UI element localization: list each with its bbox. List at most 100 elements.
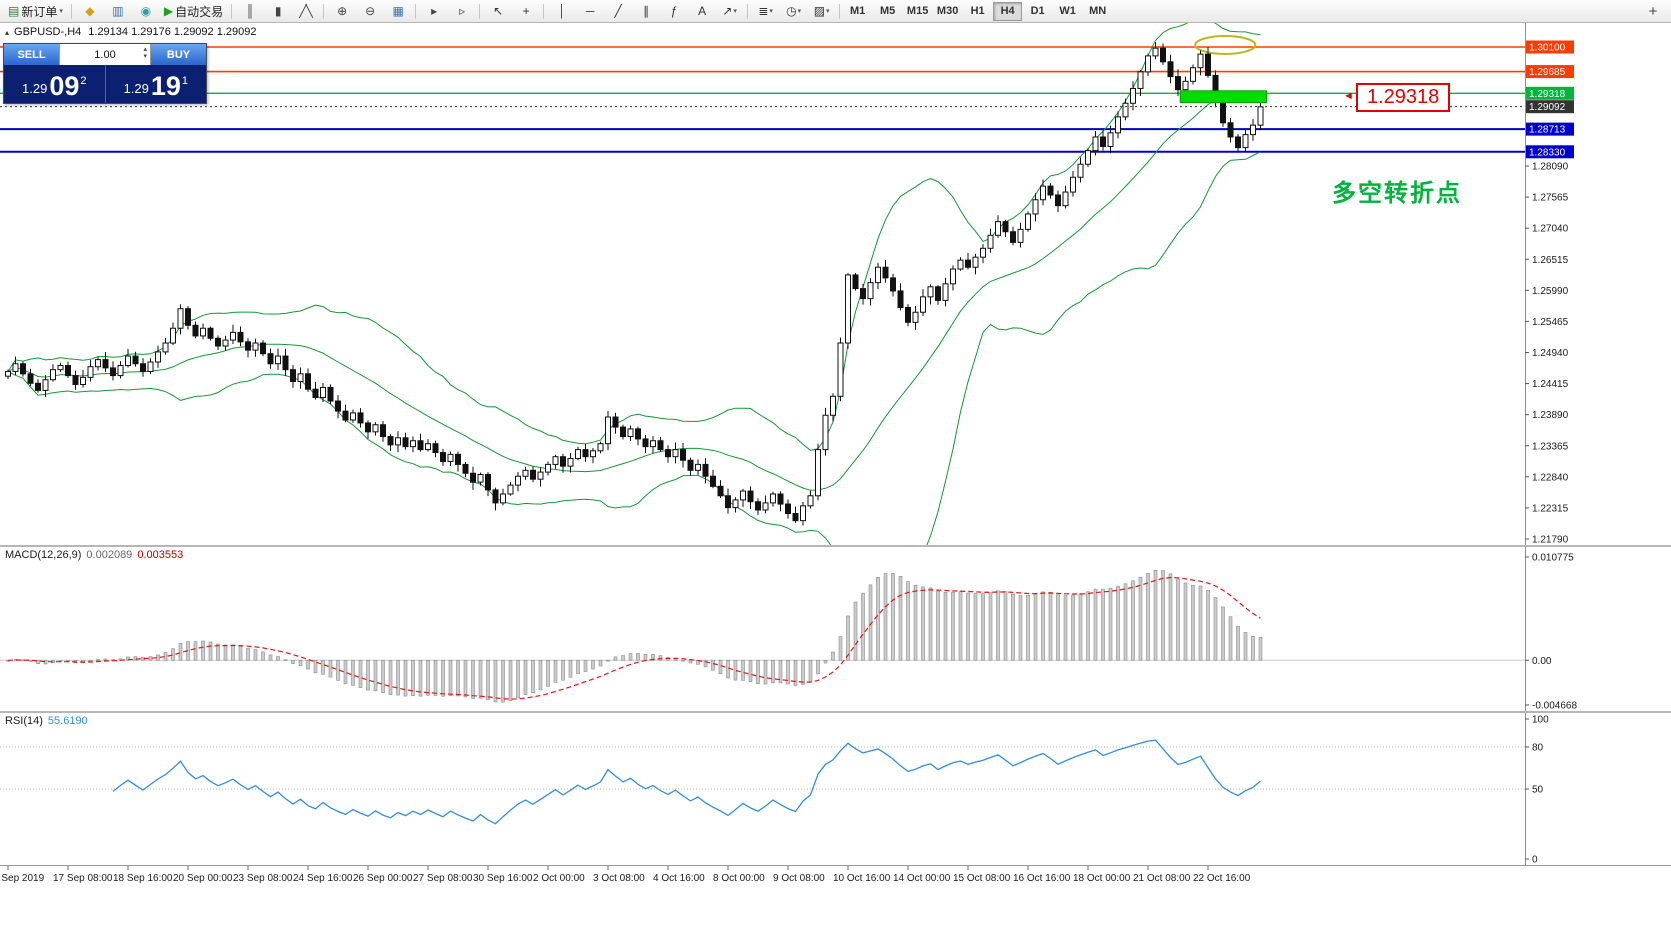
- toolbar-separator: [323, 3, 325, 19]
- toolbar-icon-glyph: A: [698, 3, 706, 18]
- fibonacci-icon[interactable]: ƒ: [660, 1, 687, 22]
- price-tick-label: 1.27040: [1532, 224, 1569, 235]
- sell-button[interactable]: SELL: [4, 44, 59, 65]
- bollinger-middle-band: [7, 92, 1261, 491]
- trendline-icon[interactable]: ╱: [604, 1, 631, 22]
- svg-text:1.30100: 1.30100: [1529, 43, 1566, 54]
- sell-price-pip: 2: [80, 75, 87, 87]
- timeframe-mn[interactable]: MN: [1083, 2, 1112, 21]
- tile-windows-icon[interactable]: ▦: [384, 1, 411, 22]
- time-label: 26 Sep 00:00: [353, 873, 413, 884]
- periods-icon[interactable]: ◷ ▾: [780, 1, 807, 22]
- macd-chart[interactable]: 0.010775 0.00 -0.004668: [0, 547, 1671, 711]
- macd-main-value: 0.002089: [86, 549, 133, 561]
- timeframe-h4[interactable]: H4: [993, 1, 1023, 21]
- macd-pane[interactable]: 0.010775 0.00 -0.004668 MACD(12,26,9) 0.002…: [0, 547, 1671, 711]
- bollinger-lower-band: [7, 151, 1261, 545]
- timeframe-m30[interactable]: M30: [933, 2, 962, 21]
- zoom-in-icon[interactable]: ⊕: [328, 1, 355, 22]
- chart-shift-icon[interactable]: ▹: [448, 1, 475, 22]
- price-tick-label: 1.25990: [1532, 286, 1569, 297]
- timeframe-label: M1: [849, 5, 866, 17]
- rsi-pane[interactable]: 100 80 50 0 RSI(14) 55.6190: [0, 713, 1671, 865]
- time-label: 30 Sep 16:00: [473, 873, 533, 884]
- ellipse-annotation[interactable]: [1194, 34, 1257, 55]
- market-watch-icon[interactable]: ▥: [104, 1, 131, 22]
- data-window-icon[interactable]: ◉: [132, 1, 159, 22]
- bar-chart-icon[interactable]: ║: [236, 1, 263, 22]
- svg-text:1.29092: 1.29092: [1529, 102, 1566, 113]
- timeframe-d1[interactable]: D1: [1023, 2, 1052, 21]
- price-callout[interactable]: 1.29318: [1356, 83, 1451, 112]
- buy-button[interactable]: BUY: [151, 44, 206, 65]
- macd-histogram: [6, 569, 1263, 703]
- timeframe-group: M1 M5 M15 M30 H1 H4 D1 W1 MN: [843, 1, 1112, 21]
- timeframe-h1[interactable]: H1: [963, 2, 992, 21]
- chinese-annotation[interactable]: 多空转折点: [1332, 180, 1462, 207]
- crosshair-icon[interactable]: +: [512, 1, 539, 22]
- vertical-line-icon[interactable]: │: [548, 1, 575, 22]
- add-chart-button[interactable]: +: [1648, 2, 1658, 20]
- zoom-out-icon[interactable]: ⊖: [356, 1, 383, 22]
- timeframe-m5[interactable]: M5: [873, 2, 902, 21]
- svg-text:1.29318: 1.29318: [1529, 89, 1566, 100]
- time-label: 4 Oct 16:00: [653, 873, 705, 884]
- chevron-down-icon: ▾: [59, 8, 63, 15]
- candlestick-chart-icon[interactable]: ▮: [264, 1, 291, 22]
- toolbar-icon-glyph: ▨: [813, 3, 825, 18]
- toolbar-icon-glyph: ▸: [431, 3, 437, 18]
- toolbar-separator: [415, 3, 417, 19]
- autotrading-button[interactable]: ▶ 自动交易: [160, 1, 227, 22]
- indicators-icon[interactable]: ≣ ▾: [752, 1, 779, 22]
- rsi-chart[interactable]: 100 80 50 0: [0, 713, 1671, 865]
- pane-separator[interactable]: [0, 545, 1671, 547]
- highlight-rectangle[interactable]: [1179, 90, 1267, 104]
- price-pane[interactable]: 1.28090 1.27565 1.27040 1.26515 1.25990 1.254…: [0, 23, 1671, 545]
- channel-icon[interactable]: ∥: [632, 1, 659, 22]
- arrows-icon[interactable]: ↗ ▾: [716, 1, 743, 22]
- macd-tick-label: 0.010775: [1532, 553, 1574, 564]
- macd-label: MACD(12,26,9) 0.002089 0.003553: [5, 549, 183, 561]
- toolbar-icon-glyph: ▹: [459, 3, 465, 18]
- timeframe-w1[interactable]: W1: [1053, 2, 1082, 21]
- pane-separator[interactable]: [0, 711, 1671, 713]
- price-chart[interactable]: 1.28090 1.27565 1.27040 1.26515 1.25990 1.254…: [0, 23, 1671, 545]
- cursor-icon[interactable]: ↖: [484, 1, 511, 22]
- time-label: 24 Sep 16:00: [293, 873, 353, 884]
- timeframe-m1[interactable]: M1: [843, 2, 872, 21]
- one-click-trading-panel: SELL 1.00 ▴ ▾ BUY 1.29 09 2 1.29 19 1: [3, 43, 207, 104]
- chevron-down-icon: ▾: [733, 8, 737, 15]
- lot-decrease-icon[interactable]: ▾: [143, 53, 147, 60]
- rsi-name: RSI(14): [5, 715, 43, 727]
- rsi-tick-label: 0: [1532, 855, 1538, 866]
- candles[interactable]: [5, 42, 1264, 526]
- auto-scroll-icon[interactable]: ▸: [420, 1, 447, 22]
- sell-price[interactable]: 1.29 09 2: [4, 65, 106, 103]
- price-tick-label: 1.23890: [1532, 410, 1569, 421]
- toolbar-separator: [839, 3, 841, 19]
- toolbar-icon-glyph: ╱: [614, 3, 622, 18]
- lot-size-input[interactable]: 1.00 ▴ ▾: [59, 44, 151, 65]
- line-chart-icon[interactable]: ╱╲: [292, 1, 319, 22]
- macd-name: MACD(12,26,9): [5, 549, 82, 561]
- time-label: 2 Oct 00:00: [533, 873, 585, 884]
- chevron-down-icon: ▾: [797, 8, 802, 15]
- horizontal-line-icon[interactable]: ─: [576, 1, 603, 22]
- timeframe-m15[interactable]: M15: [903, 2, 932, 21]
- symbols-icon[interactable]: ◆: [76, 1, 103, 22]
- price-line-label: [1526, 100, 1574, 114]
- templates-icon[interactable]: ▨ ▾: [808, 1, 835, 22]
- text-icon[interactable]: A: [688, 1, 715, 22]
- lot-increase-icon[interactable]: ▴: [143, 46, 147, 53]
- macd-signal-line: [7, 576, 1261, 700]
- time-label: 3 Oct 08:00: [593, 873, 645, 884]
- new-order-button[interactable]: ▤ 新订单 ▾: [4, 1, 67, 22]
- toolbar-icon-glyph: ▥: [112, 3, 123, 18]
- toolbar-separator: [747, 3, 749, 19]
- buy-price[interactable]: 1.29 19 1: [106, 65, 207, 103]
- toolbar-icon-glyph: ◷: [786, 3, 797, 18]
- svg-text:1.28330: 1.28330: [1529, 147, 1566, 158]
- one-click-collapse-icon[interactable]: ▴: [5, 28, 10, 37]
